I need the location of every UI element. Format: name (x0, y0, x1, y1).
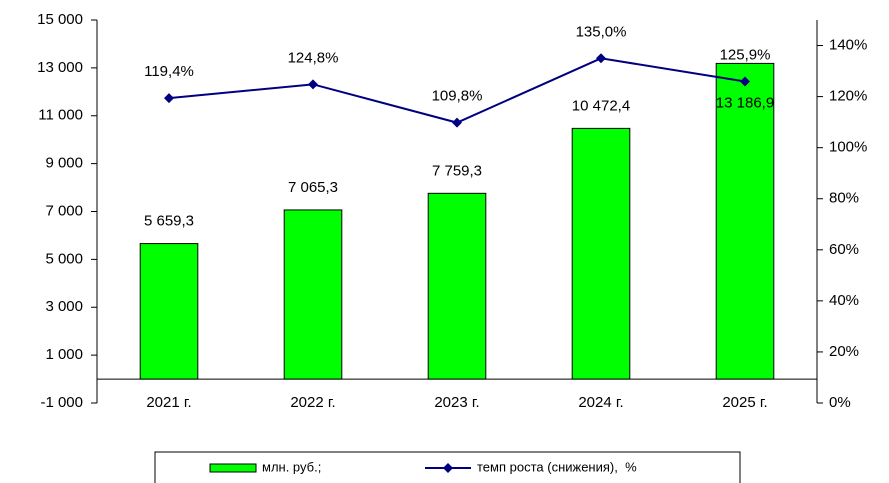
y2-tick-label: 20% (829, 343, 859, 360)
legend-marker (443, 463, 453, 473)
bar (283, 209, 343, 380)
legend-swatch (209, 463, 257, 473)
line-value-label: 109,8% (432, 88, 483, 105)
x-tick-label: 2022 г. (290, 394, 335, 411)
x-tick-label: 2023 г. (434, 394, 479, 411)
x-tick-label: 2021 г. (146, 394, 191, 411)
line-marker (164, 93, 174, 104)
bar (715, 62, 775, 380)
legend-label: темп роста (снижения), % (477, 459, 637, 474)
bar-value-label: 13 186,9 (716, 94, 774, 111)
line-value-label: 135,0% (576, 23, 627, 40)
y2-tick-label: 60% (829, 241, 859, 258)
line-value-label: 124,8% (288, 49, 339, 66)
bar-value-label: 5 659,3 (144, 213, 194, 230)
y-tick-label: 13 000 (37, 59, 83, 76)
line-marker (308, 79, 318, 90)
y2-tick-label: 120% (829, 88, 867, 105)
bar-value-label: 7 065,3 (288, 179, 338, 196)
bar (571, 127, 631, 380)
legend-label: млн. руб.; (262, 459, 321, 474)
y-tick-label: -1 000 (40, 394, 83, 411)
y-tick-label: 11 000 (38, 107, 83, 124)
bar-value-label: 7 759,3 (432, 162, 482, 179)
line-value-label: 125,9% (720, 47, 771, 64)
y-tick-label: 9 000 (45, 155, 83, 172)
y-tick-label: 1 000 (45, 346, 83, 363)
x-tick-label: 2025 г. (722, 394, 767, 411)
y-tick-label: 5 000 (45, 250, 83, 267)
y-tick-label: 3 000 (45, 298, 83, 315)
y-tick-label: 7 000 (45, 202, 83, 219)
line-value-label: 119,4% (144, 63, 194, 80)
y2-tick-label: 100% (829, 139, 867, 156)
x-tick-label: 2024 г. (578, 394, 623, 411)
bar-value-label: 10 472,4 (572, 97, 630, 114)
line-marker (452, 117, 462, 128)
bar (427, 192, 487, 380)
y2-tick-label: 80% (829, 190, 859, 207)
y2-tick-label: 140% (829, 37, 867, 54)
y2-tick-label: 0% (829, 394, 851, 411)
line-marker (740, 76, 750, 87)
line-marker (596, 53, 606, 64)
y-tick-label: 15 000 (37, 11, 83, 28)
y2-tick-label: 40% (829, 292, 859, 309)
bar (139, 243, 199, 380)
